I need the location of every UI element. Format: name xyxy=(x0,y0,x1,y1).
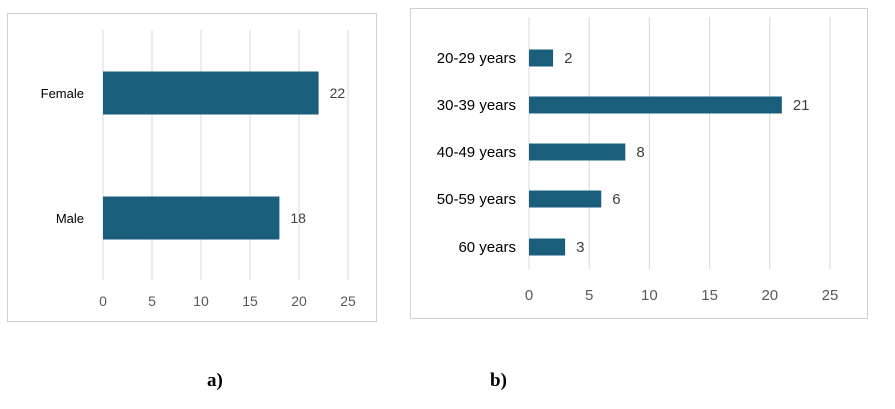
chart-a-category-label: Female xyxy=(41,86,84,101)
chart-a-bar xyxy=(103,196,280,240)
chart-a-x-tick-label: 25 xyxy=(340,293,356,309)
chart-b-x-tick-label: 20 xyxy=(761,287,778,304)
chart-a-panel: 0 5 10 15 20 25 Female 22 Male 18 xyxy=(7,13,377,322)
chart-b-svg: 0 5 10 15 20 25 20-29 years 2 30-39 years 21 40-49… xyxy=(437,17,839,304)
chart-b-value-label: 8 xyxy=(636,144,644,161)
chart-b-category-label: 50-59 years xyxy=(437,191,516,208)
chart-b-category-label: 60 years xyxy=(458,239,516,256)
chart-b-bar xyxy=(529,190,602,208)
chart-a-bar xyxy=(103,71,319,115)
chart-b-x-tick-label: 0 xyxy=(525,287,533,304)
chart-b-x-tick-label: 25 xyxy=(822,287,839,304)
chart-a-x-tick-label: 10 xyxy=(193,293,209,309)
chart-b-bar xyxy=(529,96,782,114)
chart-b-category-label: 20-29 years xyxy=(437,50,516,67)
chart-b-x-tick-label: 15 xyxy=(701,287,718,304)
chart-a-value-label: 22 xyxy=(330,85,346,101)
chart-b-panel: 0 5 10 15 20 25 20-29 years 2 30-39 years 21 40-49… xyxy=(410,8,868,319)
chart-b-bar xyxy=(529,238,566,256)
chart-b-value-label: 3 xyxy=(576,239,584,256)
chart-b-bar xyxy=(529,49,554,67)
chart-a-x-tick-label: 0 xyxy=(99,293,107,309)
chart-a-x-tick-label: 5 xyxy=(148,293,156,309)
chart-a-category-label: Male xyxy=(56,211,84,226)
chart-b-value-label: 2 xyxy=(564,50,572,67)
chart-b-value-label: 6 xyxy=(612,191,620,208)
chart-b-value-label: 21 xyxy=(793,97,810,114)
chart-a-x-tick-label: 15 xyxy=(242,293,258,309)
caption-b: b) xyxy=(490,370,507,391)
chart-a-value-label: 18 xyxy=(290,210,306,226)
chart-b-category-label: 40-49 years xyxy=(437,144,516,161)
chart-a-x-tick-label: 20 xyxy=(291,293,307,309)
chart-b-category-label: 30-39 years xyxy=(437,97,516,114)
chart-b-bar xyxy=(529,143,626,161)
caption-a: a) xyxy=(207,370,223,391)
chart-a-svg: 0 5 10 15 20 25 Female 22 Male 18 xyxy=(41,30,356,309)
chart-b-x-tick-label: 5 xyxy=(585,287,593,304)
chart-b-x-tick-label: 10 xyxy=(641,287,658,304)
